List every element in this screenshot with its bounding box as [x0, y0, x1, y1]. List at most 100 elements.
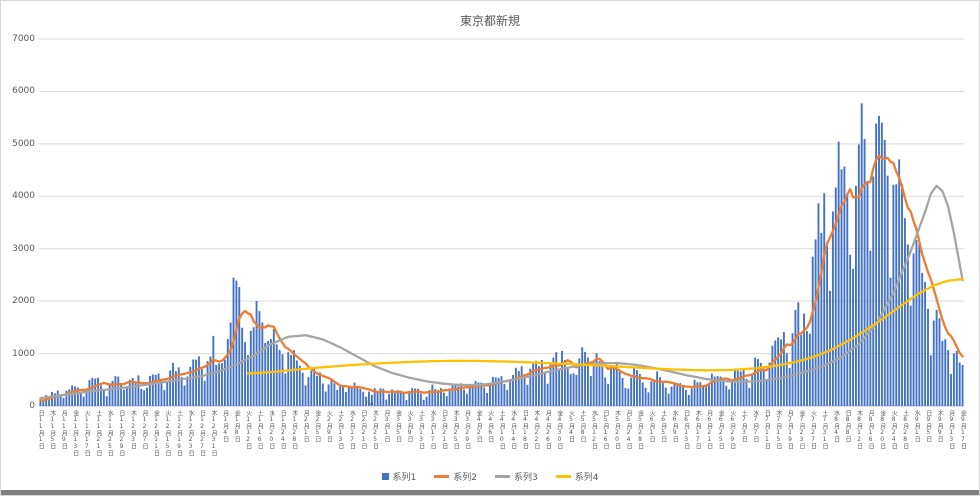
x-tick-label: 火1月12日	[244, 410, 252, 449]
legend-label: 系列3	[514, 473, 538, 483]
x-tick-label: 水1月20日	[267, 410, 275, 449]
x-tick-label: 水8月4日	[832, 410, 840, 442]
y-tick-label: 4000	[12, 191, 35, 202]
x-tick-label: 水2月17日	[348, 410, 356, 449]
x-tick-label: 火6月1日	[648, 410, 656, 442]
x-tick-label: 木12月31日	[210, 410, 218, 456]
x-tick-label: 水3月17日	[429, 410, 437, 449]
x-tick-label: 月5月24日	[625, 410, 633, 449]
x-tick-label: 日4月18日	[521, 410, 529, 449]
x-tick-label: 日7月11日	[763, 410, 771, 449]
x-tick-label: 木8月12日	[855, 410, 863, 449]
x-tick-label: 木4月22日	[532, 410, 540, 449]
x-tick-label: 日1月24日	[279, 410, 287, 449]
legend-label: 系列1	[392, 473, 417, 483]
y-tick-label: 1000	[12, 348, 35, 359]
x-tick-label: 土3月13日	[417, 410, 425, 449]
x-tick-label: 日11月1日	[37, 410, 45, 449]
x-tick-label: 金5月28日	[636, 410, 644, 449]
x-tick-label: 日11月29日	[117, 410, 125, 456]
x-tick-label: 日8月8日	[844, 410, 852, 442]
x-tick-label: 火11月17日	[83, 410, 91, 456]
x-tick-label: 火4月6日	[486, 410, 494, 442]
x-tick-label: 火7月27日	[809, 410, 817, 449]
legend: 系列1 系列2 系列3 系列4	[1, 470, 979, 483]
line-series-3[interactable]	[39, 184, 964, 400]
x-tick-label: 月9月13日	[947, 410, 955, 449]
y-tick-label: 6000	[12, 86, 35, 97]
gridlines	[39, 38, 964, 407]
x-tick-label: 金3月5日	[394, 410, 402, 442]
x-tick-label: 月3月1日	[382, 410, 390, 442]
x-tick-label: 金9月17日	[959, 410, 967, 449]
x-tick-label: 金7月23日	[797, 410, 805, 449]
line-series-4[interactable]	[246, 277, 964, 375]
x-tick-label: 月7月19日	[786, 410, 794, 449]
x-tick-label: 土8月28日	[901, 410, 909, 449]
y-tick-label: 3000	[12, 243, 35, 254]
x-tick-label: 土11月21日	[94, 410, 102, 456]
x-tick-label: 月3月29日	[463, 410, 471, 449]
legend-label: 系列4	[574, 473, 599, 483]
x-tick-label: 金11月13日	[71, 410, 79, 456]
x-tick-label: 火12月15日	[163, 410, 171, 456]
legend-label: 系列2	[453, 473, 477, 483]
x-tick-label: 水12月23日	[187, 410, 195, 456]
bottom-edge-strip	[1, 490, 979, 495]
x-tick-label: 金12月11日	[152, 410, 160, 456]
x-tick-label: 月6月21日	[705, 410, 713, 449]
x-tick-label: 月11月9日	[60, 410, 68, 449]
x-tick-label: 金2月5日	[313, 410, 321, 442]
x-tick-label: 土4月10日	[498, 410, 506, 449]
x-tick-label: 木7月15日	[774, 410, 782, 449]
x-tick-label: 木2月25日	[371, 410, 379, 449]
x-tick-label: 日9月5日	[924, 410, 932, 442]
y-tick-label: 2000	[12, 296, 35, 307]
legend-item-series4[interactable]: 系列4	[555, 470, 599, 483]
x-tick-label: 土7月3日	[740, 410, 748, 442]
x-tick-label: 月1月4日	[221, 410, 229, 442]
x-tick-label: 火5月4日	[567, 410, 575, 442]
x-tick-label: 水7月7日	[751, 410, 759, 442]
x-tick-label: 水5月12日	[590, 410, 598, 449]
x-tick-label: 木11月5日	[48, 410, 56, 449]
x-tick-label: 日6月13日	[682, 410, 690, 449]
x-tick-label: 金6月25日	[717, 410, 725, 449]
x-tick-label: 水11月25日	[106, 410, 114, 456]
x-tick-label: 土6月5日	[659, 410, 667, 442]
x-tick-label: 土7月31日	[820, 410, 828, 449]
y-tick-label: 7000	[12, 34, 35, 44]
bar-series[interactable]	[39, 103, 964, 407]
x-tick-label: 土2月13日	[336, 410, 344, 449]
y-tick-label: 0	[29, 401, 35, 411]
legend-marker-line	[555, 475, 571, 478]
legend-marker-line	[434, 475, 450, 478]
x-tick-label: 木12月3日	[129, 410, 137, 449]
x-tick-label: 金4月30日	[555, 410, 563, 449]
legend-item-series3[interactable]: 系列3	[495, 470, 538, 483]
x-tick-label: 月12月7日	[140, 410, 148, 449]
x-tick-label: 月8月16日	[867, 410, 875, 449]
x-tick-label: 木6月17日	[694, 410, 702, 449]
legend-marker-line	[495, 475, 510, 478]
x-tick-label: 木9月9日	[936, 410, 944, 442]
x-tick-label: 火8月24日	[890, 410, 898, 449]
chart-title: 東京都新規	[459, 14, 520, 28]
x-tick-label: 月4月26日	[544, 410, 552, 449]
legend-marker-square	[381, 473, 389, 480]
stray-text-annotation: ha	[366, 400, 374, 407]
x-tick-label: 日3月21日	[440, 410, 448, 449]
x-tick-label: 月2月1日	[302, 410, 310, 442]
x-tick-label: 木3月25日	[452, 410, 460, 449]
x-tick-label: 日5月16日	[601, 410, 609, 449]
x-tick-label: 土12月19日	[175, 410, 183, 456]
legend-item-series2[interactable]: 系列2	[434, 470, 477, 483]
x-tick-label: 水9月1日	[913, 410, 921, 442]
x-tick-label: 水6月9日	[671, 410, 679, 442]
legend-item-series1[interactable]: 系列1	[381, 470, 417, 483]
x-tick-label: 土1月16日	[256, 410, 264, 449]
x-tick-label: 日2月21日	[359, 410, 367, 449]
y-tick-label: 5000	[12, 138, 35, 149]
